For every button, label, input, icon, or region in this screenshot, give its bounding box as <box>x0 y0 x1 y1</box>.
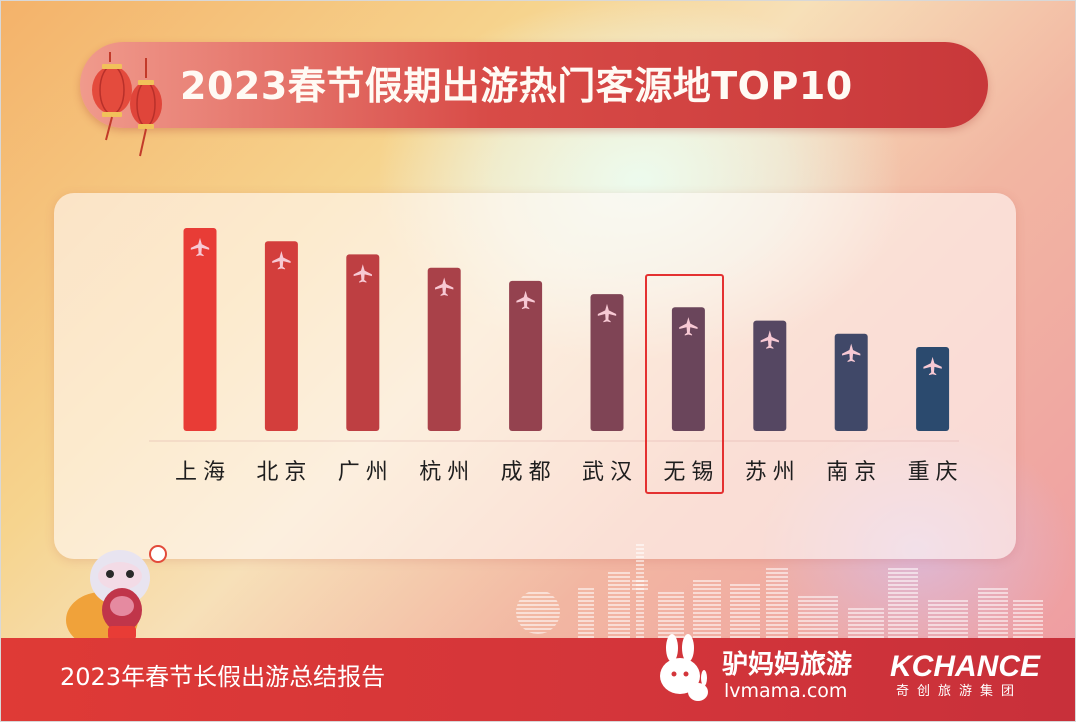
bar-南京 <box>834 333 868 431</box>
category-label: 重庆 <box>908 460 964 485</box>
category-label: 北京 <box>256 460 312 485</box>
bar-广州 <box>346 254 380 431</box>
bar-无锡 <box>671 307 705 431</box>
report-title: 2023年春节长假出游总结报告 <box>60 663 386 691</box>
category-label: 广州 <box>338 460 394 485</box>
skyline-icon <box>516 542 1043 640</box>
bar-上海 <box>183 228 217 431</box>
brand-url: lvmama.com <box>724 680 848 702</box>
bar-杭州 <box>427 267 461 431</box>
category-label: 南京 <box>826 460 882 485</box>
kchance-subtitle: 奇创旅游集团 <box>896 684 1023 699</box>
lantern-icon <box>92 52 162 157</box>
brand-name: 驴妈妈旅游 <box>722 650 853 680</box>
bar-北京 <box>264 241 298 431</box>
page-title: 2023春节假期出游热门客源地TOP10 <box>180 64 853 108</box>
mascot-icon <box>66 545 167 648</box>
category-label: 武汉 <box>582 460 638 485</box>
highlight-box <box>645 274 724 494</box>
category-label: 上海 <box>175 460 231 485</box>
chart-panel: 上海 北京 广州 杭州 成都 武汉 无锡 苏州 南京 重庆 <box>54 193 1016 559</box>
category-label: 成都 <box>501 460 557 485</box>
title-banner <box>80 42 988 128</box>
kchance-logo: KCHANCE <box>890 650 1040 683</box>
bar-苏州 <box>753 320 787 431</box>
category-label: 苏州 <box>745 460 801 485</box>
footer-bar <box>0 638 1076 722</box>
lvmama-logo-icon <box>660 634 708 701</box>
bar-武汉 <box>590 294 624 431</box>
category-label: 无锡 <box>663 460 719 485</box>
category-label: 杭州 <box>419 460 475 485</box>
bar-成都 <box>509 280 543 431</box>
bar-chart: 上海 北京 广州 杭州 成都 武汉 无锡 苏州 南京 重庆 <box>149 228 964 485</box>
